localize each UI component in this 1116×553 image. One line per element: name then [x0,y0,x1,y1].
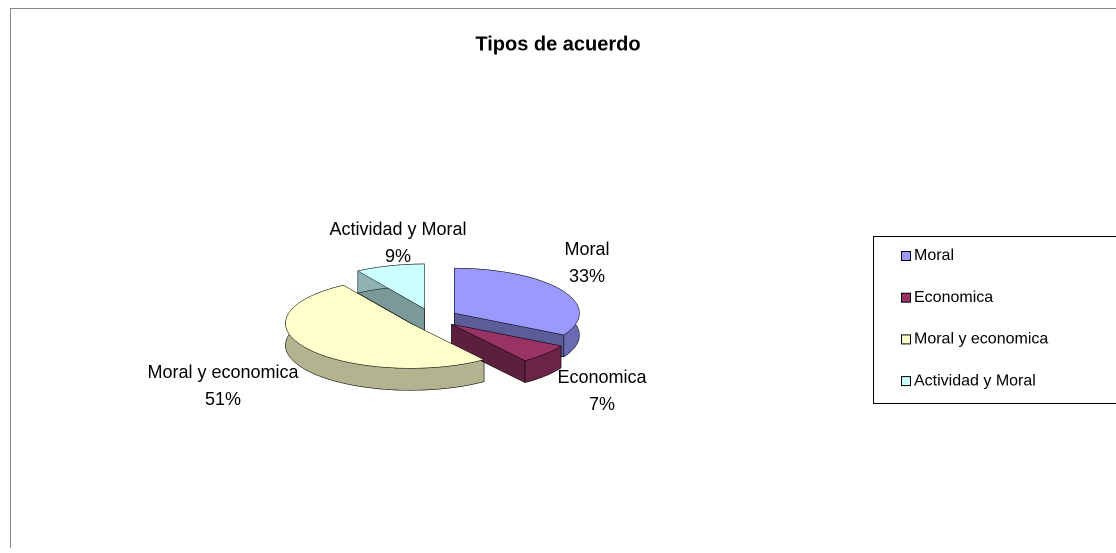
legend-label: Moral [914,247,954,264]
chart-title: Tipos de acuerdo [475,33,640,55]
data-label-name: Moral y economica [147,362,299,382]
legend-label: Moral y economica [914,331,1048,348]
legend-swatch [902,293,911,302]
legend-swatch [902,252,911,261]
legend-swatch [902,335,911,344]
data-label-name: Economica [557,367,647,387]
legend-label: Economica [914,289,993,306]
legend-label: Actividad y Moral [914,372,1036,389]
data-label-name: Actividad y Moral [329,219,466,239]
data-label-value: 7% [589,394,615,414]
data-label-name: Moral [564,239,609,259]
legend-swatch [902,377,911,386]
data-label-value: 33% [569,266,605,286]
data-label-value: 9% [385,246,411,266]
data-label-value: 51% [205,389,241,409]
